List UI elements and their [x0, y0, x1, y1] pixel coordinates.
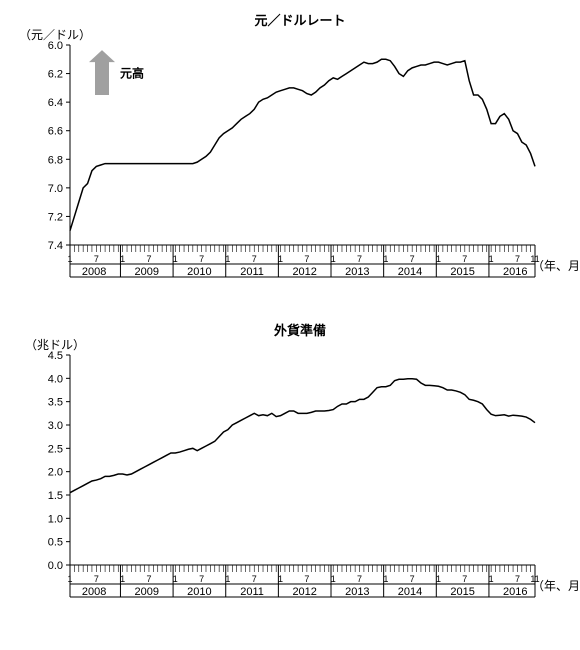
- y-tick-label: 6.2: [48, 69, 63, 81]
- x-subtick-label: 7: [146, 574, 151, 584]
- x-axis-label: （年、月）: [532, 579, 580, 593]
- x-subtick-label: 7: [410, 574, 415, 584]
- y-tick-label: 1.5: [48, 490, 63, 502]
- x-year-label: 2016: [503, 586, 527, 598]
- y-tick-label: 4.0: [48, 373, 63, 385]
- x-subtick-label: 7: [94, 254, 99, 264]
- y-tick-label: 0.0: [48, 560, 63, 572]
- x-subtick-label: 7: [146, 254, 151, 264]
- y-tick-label: 7.4: [48, 240, 63, 252]
- x-subtick-label: 7: [252, 254, 257, 264]
- x-subtick-label: 7: [94, 574, 99, 584]
- x-year-label: 2015: [450, 586, 474, 598]
- x-year-label: 2014: [398, 586, 422, 598]
- y-tick-label: 3.0: [48, 420, 63, 432]
- x-year-label: 2008: [82, 266, 106, 278]
- y-tick-label: 1.0: [48, 513, 63, 525]
- x-year-label: 2013: [345, 586, 369, 598]
- x-axis-label: （年、月）: [532, 259, 580, 273]
- x-year-label: 2012: [292, 266, 316, 278]
- x-subtick-label: 7: [462, 574, 467, 584]
- x-subtick-label: 7: [304, 254, 309, 264]
- forex-reserves-chart: 外貨準備（兆ドル）0.00.51.01.52.02.53.03.54.04.51…: [10, 320, 570, 620]
- x-year-label: 2012: [292, 586, 316, 598]
- data-line: [70, 379, 535, 493]
- y-tick-label: 7.2: [48, 211, 63, 223]
- annotation-label: 元高: [120, 66, 144, 81]
- y-tick-label: 6.4: [48, 97, 63, 109]
- data-line: [70, 59, 535, 230]
- exchange-rate-chart: 元／ドルレート（元／ドル）6.06.26.46.66.87.07.27.4171…: [10, 10, 570, 300]
- x-year-label: 2011: [240, 586, 264, 598]
- chart-title: 元／ドルレート: [254, 13, 345, 28]
- y-tick-label: 0.5: [48, 537, 63, 549]
- arrow-up-icon: [89, 50, 115, 95]
- x-subtick-label: 7: [199, 254, 204, 264]
- chart-title: 外貨準備: [273, 323, 326, 338]
- x-subtick-label: 7: [252, 574, 257, 584]
- x-subtick-label: 7: [304, 574, 309, 584]
- y-tick-label: 6.8: [48, 154, 63, 166]
- y-tick-label: 6.0: [48, 40, 63, 52]
- x-subtick-label: 7: [462, 254, 467, 264]
- x-subtick-label: 7: [357, 254, 362, 264]
- y-tick-label: 3.5: [48, 397, 63, 409]
- y-tick-label: 7.0: [48, 183, 63, 195]
- x-year-label: 2014: [398, 266, 422, 278]
- y-tick-label: 4.5: [48, 350, 63, 362]
- x-subtick-label: 7: [199, 574, 204, 584]
- x-subtick-label: 7: [410, 254, 415, 264]
- x-year-label: 2009: [135, 586, 159, 598]
- x-subtick-label: 7: [357, 574, 362, 584]
- x-year-label: 2010: [187, 586, 211, 598]
- x-year-label: 2010: [187, 266, 211, 278]
- x-year-label: 2011: [240, 266, 264, 278]
- y-tick-label: 2.5: [48, 443, 63, 455]
- x-subtick-label: 7: [515, 254, 520, 264]
- x-year-label: 2013: [345, 266, 369, 278]
- x-year-label: 2008: [82, 586, 106, 598]
- y-tick-label: 6.6: [48, 126, 63, 138]
- y-tick-label: 2.0: [48, 467, 63, 479]
- x-subtick-label: 7: [515, 574, 520, 584]
- x-year-label: 2009: [135, 266, 159, 278]
- x-year-label: 2015: [450, 266, 474, 278]
- x-year-label: 2016: [503, 266, 527, 278]
